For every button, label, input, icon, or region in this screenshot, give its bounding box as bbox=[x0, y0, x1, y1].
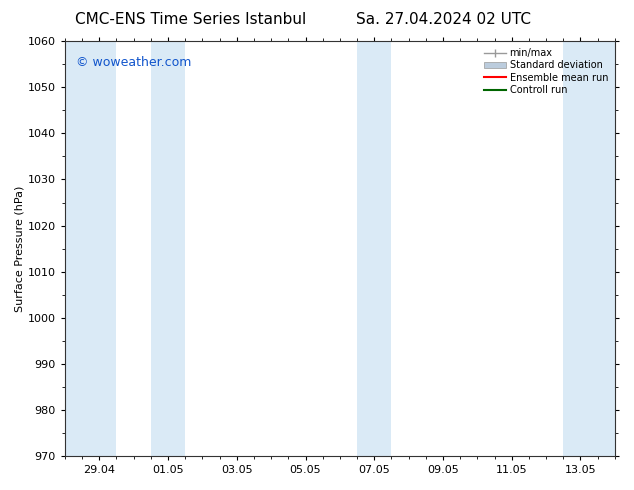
Legend: min/max, Standard deviation, Ensemble mean run, Controll run: min/max, Standard deviation, Ensemble me… bbox=[482, 46, 610, 97]
Bar bbox=[563, 41, 615, 456]
Bar bbox=[65, 41, 117, 456]
Y-axis label: Surface Pressure (hPa): Surface Pressure (hPa) bbox=[15, 185, 25, 312]
Text: © woweather.com: © woweather.com bbox=[76, 56, 191, 69]
Bar bbox=[357, 41, 391, 456]
Text: CMC-ENS Time Series Istanbul: CMC-ENS Time Series Istanbul bbox=[75, 12, 306, 27]
Text: Sa. 27.04.2024 02 UTC: Sa. 27.04.2024 02 UTC bbox=[356, 12, 531, 27]
Bar bbox=[151, 41, 185, 456]
